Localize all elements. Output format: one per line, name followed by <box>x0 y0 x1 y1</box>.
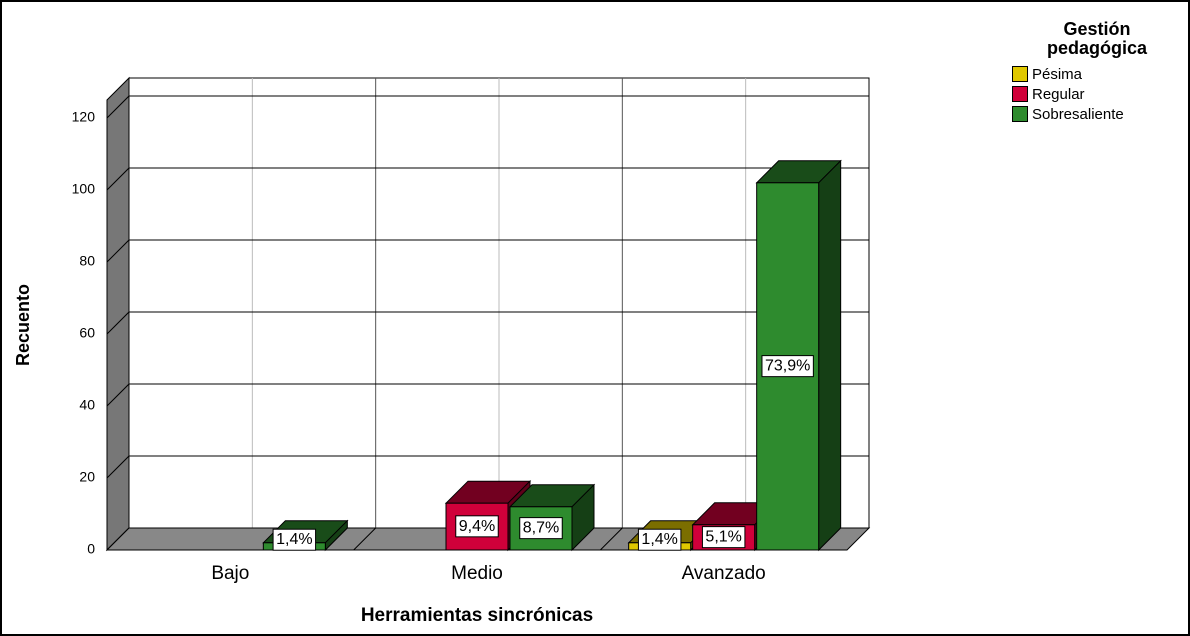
data-label: 5,1% <box>705 529 741 546</box>
data-label-box <box>272 528 317 551</box>
data-label-box <box>701 526 746 549</box>
legend-title: Gestión pedagógica <box>1046 19 1148 58</box>
x-tick-label: Avanzado <box>682 563 766 584</box>
data-label-box <box>519 517 563 540</box>
data-label: 73,9% <box>765 358 810 375</box>
bar <box>755 159 842 552</box>
axis-title: Recuento <box>13 284 33 366</box>
legend-label: Pésima <box>1032 65 1083 83</box>
legend-swatch <box>1012 106 1028 122</box>
tick-mark <box>106 383 130 407</box>
data-label-box <box>455 515 499 538</box>
legend-swatch <box>1012 86 1028 102</box>
x-tick-label: Bajo <box>211 563 249 584</box>
legend: Gestión pedagógica Pésima Regular Sobresal… <box>1012 20 1182 124</box>
y-tick-label: 60 <box>79 325 95 341</box>
legend-swatch <box>1012 66 1028 82</box>
data-label: 1,4% <box>641 531 677 548</box>
tick-mark <box>106 95 130 119</box>
data-label: 1,4% <box>276 531 312 548</box>
legend-item: Regular <box>1012 84 1182 104</box>
left-wall <box>106 76 130 552</box>
tick-mark <box>106 311 130 335</box>
legend-item: Sobresaliente <box>1012 104 1182 124</box>
data-label-box <box>761 355 814 378</box>
x-tick-label: Medio <box>451 563 503 584</box>
y-tick-label: 20 <box>79 469 95 485</box>
y-tick-label: 100 <box>72 181 96 197</box>
y-tick-label: 120 <box>72 109 96 125</box>
tick-mark <box>106 167 130 191</box>
floor-divider <box>353 527 377 551</box>
bar-side <box>818 159 842 552</box>
y-tick-label: 0 <box>87 541 95 557</box>
tick-mark <box>106 239 130 263</box>
data-label-box <box>637 528 682 551</box>
y-tick-label: 80 <box>79 253 95 269</box>
data-label: 9,4% <box>459 518 495 535</box>
axis-title: Herramientas sincrónicas <box>361 605 593 626</box>
y-tick-label: 40 <box>79 397 95 413</box>
legend-item: Pésima <box>1012 64 1182 84</box>
tick-mark <box>106 455 130 479</box>
floor-divider <box>599 527 623 551</box>
data-label: 8,7% <box>523 520 559 537</box>
legend-label: Sobresaliente <box>1032 105 1124 123</box>
legend-label: Regular <box>1032 85 1085 103</box>
